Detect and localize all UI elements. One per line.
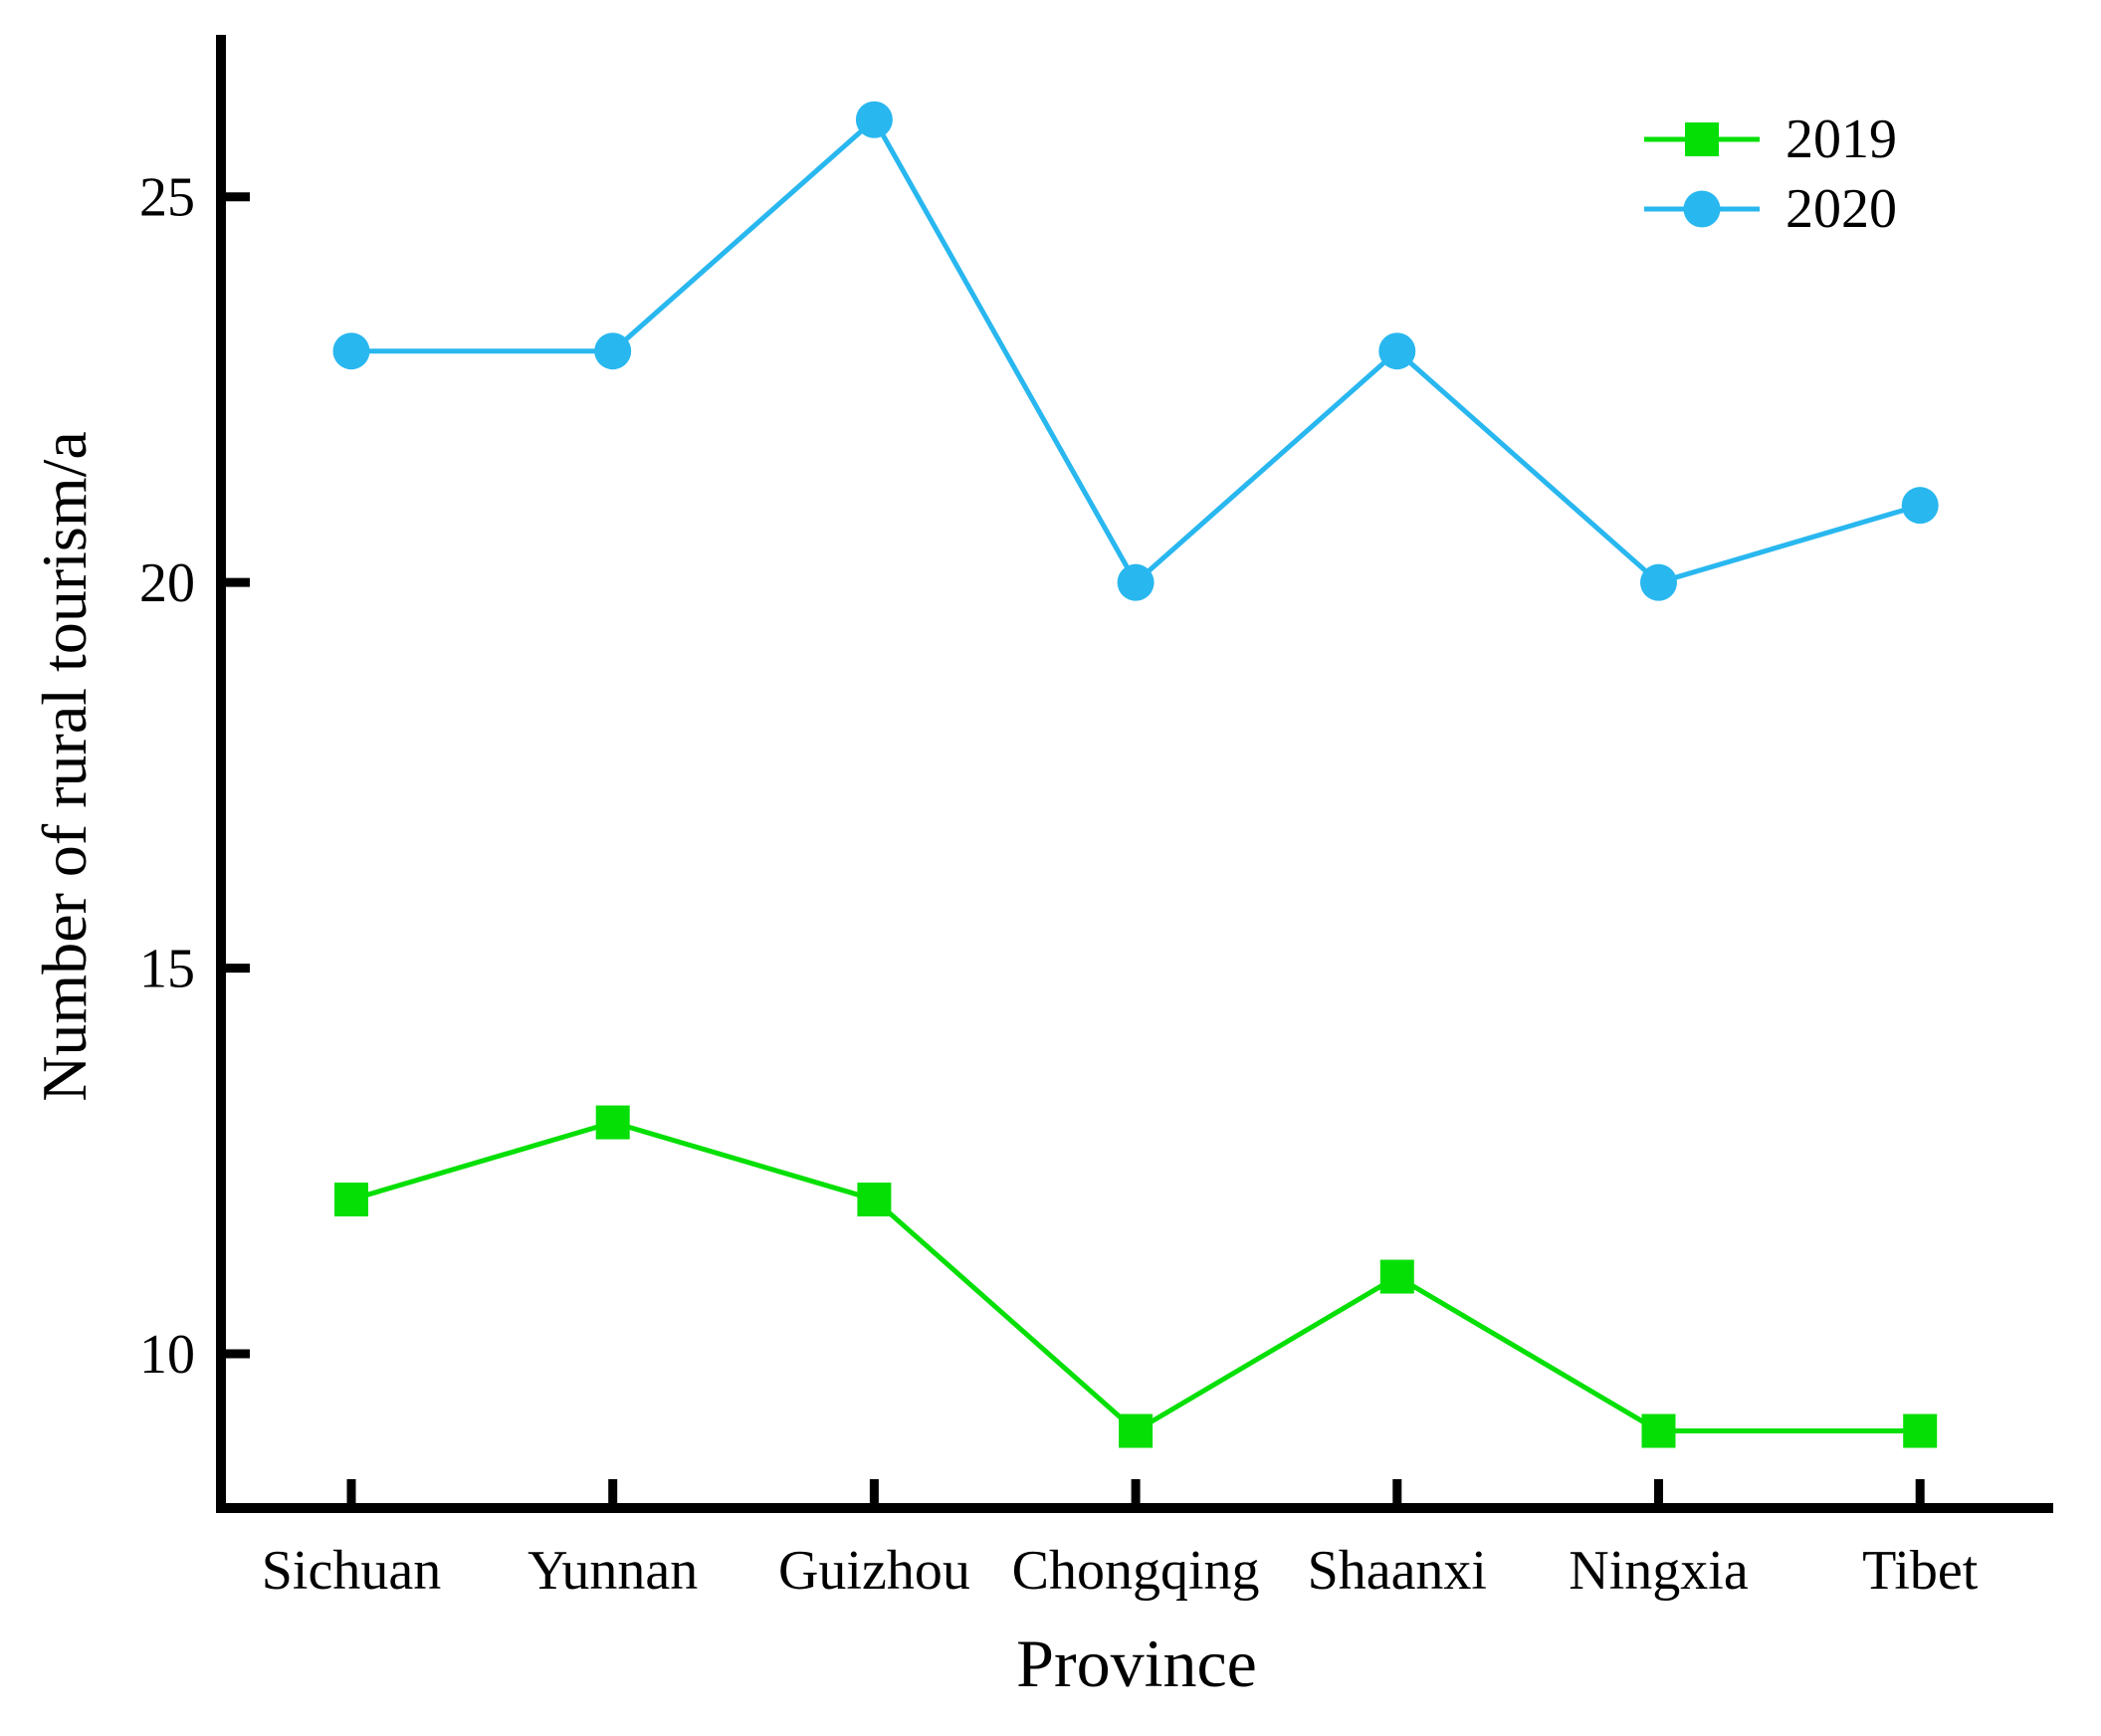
legend-label-2020: 2020 [1786, 178, 1897, 240]
legend-item-2019: 2019 [1644, 108, 1897, 170]
y-tick-label-15: 15 [139, 939, 195, 1000]
marker-2019-guizhou [857, 1183, 892, 1217]
x-axis-title: Province [1016, 1626, 1257, 1701]
marker-2020-ningxia [1640, 563, 1677, 601]
marker-2019-ningxia [1641, 1413, 1676, 1448]
x-tick-label-yunnan: Yunnan [527, 1540, 698, 1602]
legend-swatch-2019 [1644, 122, 1760, 156]
marker-2020-tibet [1901, 487, 1939, 525]
marker-2020-chongqing [1117, 563, 1155, 601]
marker-2020-shaanxi [1378, 332, 1416, 370]
y-tick-label-25: 25 [139, 167, 195, 229]
x-tick-label-tibet: Tibet [1862, 1540, 1979, 1602]
marker-2019-chongqing [1119, 1413, 1154, 1448]
marker-2019-tibet [1903, 1413, 1938, 1448]
legend-square-marker-2019 [1685, 122, 1719, 156]
x-tick-label-ningxia: Ningxia [1569, 1540, 1749, 1602]
x-tick-label-chongqing: Chongqing [1012, 1540, 1260, 1602]
legend-label-2019: 2019 [1786, 108, 1897, 170]
series-line-2019 [350, 1119, 1921, 1434]
y-axis-title: Number of rural tourism/a [29, 431, 100, 1102]
legend-item-2020: 2020 [1644, 178, 1897, 240]
marker-2020-yunnan [594, 332, 632, 370]
marker-2019-shaanxi [1379, 1259, 1414, 1294]
x-tick-label-sichuan: Sichuan [262, 1540, 441, 1602]
legend-swatch-2020 [1644, 190, 1760, 228]
marker-2020-sichuan [332, 332, 370, 370]
legend: 2019 2020 [1644, 108, 1897, 240]
y-tick-label-20: 20 [139, 552, 195, 614]
y-tick-label-10: 10 [139, 1324, 195, 1386]
marker-2019-sichuan [334, 1183, 368, 1217]
marker-2020-guizhou [855, 101, 893, 138]
marker-2019-yunnan [595, 1105, 630, 1140]
legend-circle-marker-2020 [1683, 190, 1721, 228]
x-tick-label-shaanxi: Shaanxi [1308, 1540, 1487, 1602]
x-tick-label-guizhou: Guizhou [778, 1540, 970, 1602]
